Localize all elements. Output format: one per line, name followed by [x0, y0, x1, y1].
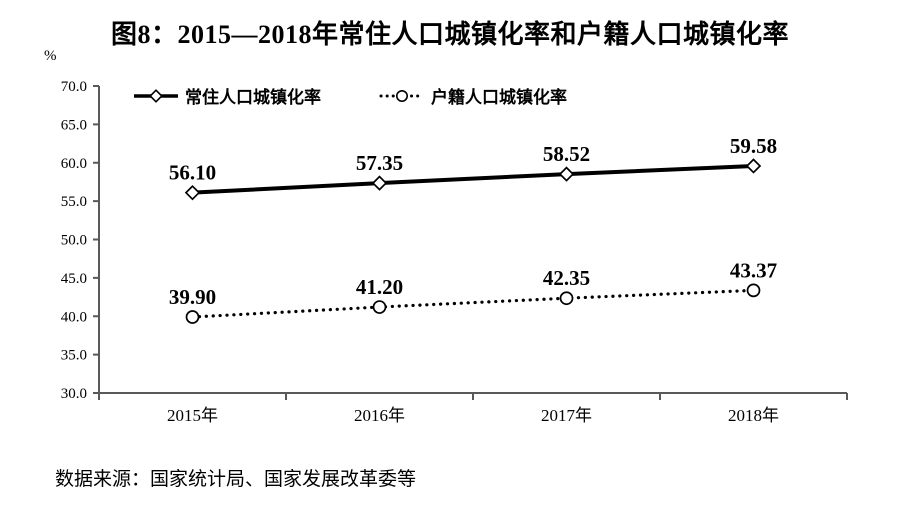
line-chart-plot-area: 70.0 65.0 60.0 55.0 50.0 45.0 40.0 35.0 30.0 2015… — [61, 79, 848, 425]
data-source-note: 数据来源：国家统计局、国家发展改革委等 — [55, 469, 417, 490]
series-1-value-label: 42.35 — [543, 266, 590, 290]
series-0-value-label: 58.52 — [543, 142, 590, 166]
x-tick-label: 2018年 — [728, 406, 779, 425]
y-tick-label: 65.0 — [61, 117, 87, 133]
chart-legend: 常住人口城镇化率 户籍人口城镇化率 — [133, 83, 567, 108]
series-0-value-label: 57.35 — [356, 151, 403, 175]
y-tick-label: 55.0 — [61, 194, 87, 210]
series-1-value-label: 43.37 — [730, 258, 777, 282]
series-0-marker-diamond — [371, 175, 388, 191]
x-tick-label: 2016年 — [354, 406, 405, 425]
series-1-value-label: 41.20 — [356, 275, 403, 299]
series-1-line — [190, 288, 756, 319]
x-tick-label: 2015年 — [167, 406, 218, 425]
series-1-marker-circle — [559, 291, 574, 306]
y-axis-unit-label: % — [44, 48, 57, 64]
legend-label-registered-rate: 户籍人口城镇化率 — [431, 88, 567, 107]
series-0-marker-diamond — [184, 184, 201, 201]
legend-label-resident-rate: 常住人口城镇化率 — [185, 88, 321, 107]
series-0-line — [192, 163, 754, 195]
series-1-value-label: 39.90 — [169, 285, 216, 309]
series-1-marker-circle — [372, 300, 387, 314]
series-0-marker-diamond — [745, 158, 762, 174]
y-tick-label: 60.0 — [61, 156, 87, 172]
y-tick-label: 35.0 — [61, 348, 87, 364]
series-0-value-label: 56.10 — [169, 161, 216, 185]
series-0-value-label: 59.58 — [730, 134, 777, 158]
y-tick-label: 70.0 — [61, 79, 87, 95]
x-tick-label: 2017年 — [541, 406, 592, 425]
y-tick-label: 30.0 — [61, 386, 87, 402]
solid-line-diamond-marker-icon — [134, 88, 178, 103]
y-tick-label: 45.0 — [61, 271, 87, 287]
y-tick-label: 40.0 — [61, 309, 87, 325]
y-tick-label: 50.0 — [61, 233, 87, 249]
chart-title: 图8：2015—2018年常住人口城镇化率和户籍人口城镇化率 — [110, 20, 789, 49]
legend-item-resident-rate: 常住人口城镇化率 — [133, 83, 321, 108]
series-0-marker-diamond — [558, 166, 575, 182]
series-1-marker-circle — [185, 310, 200, 324]
legend-item-registered-rate: 户籍人口城镇化率 — [379, 83, 567, 108]
series-1-marker-circle — [746, 283, 761, 298]
dotted-line-circle-marker-icon — [379, 89, 425, 102]
